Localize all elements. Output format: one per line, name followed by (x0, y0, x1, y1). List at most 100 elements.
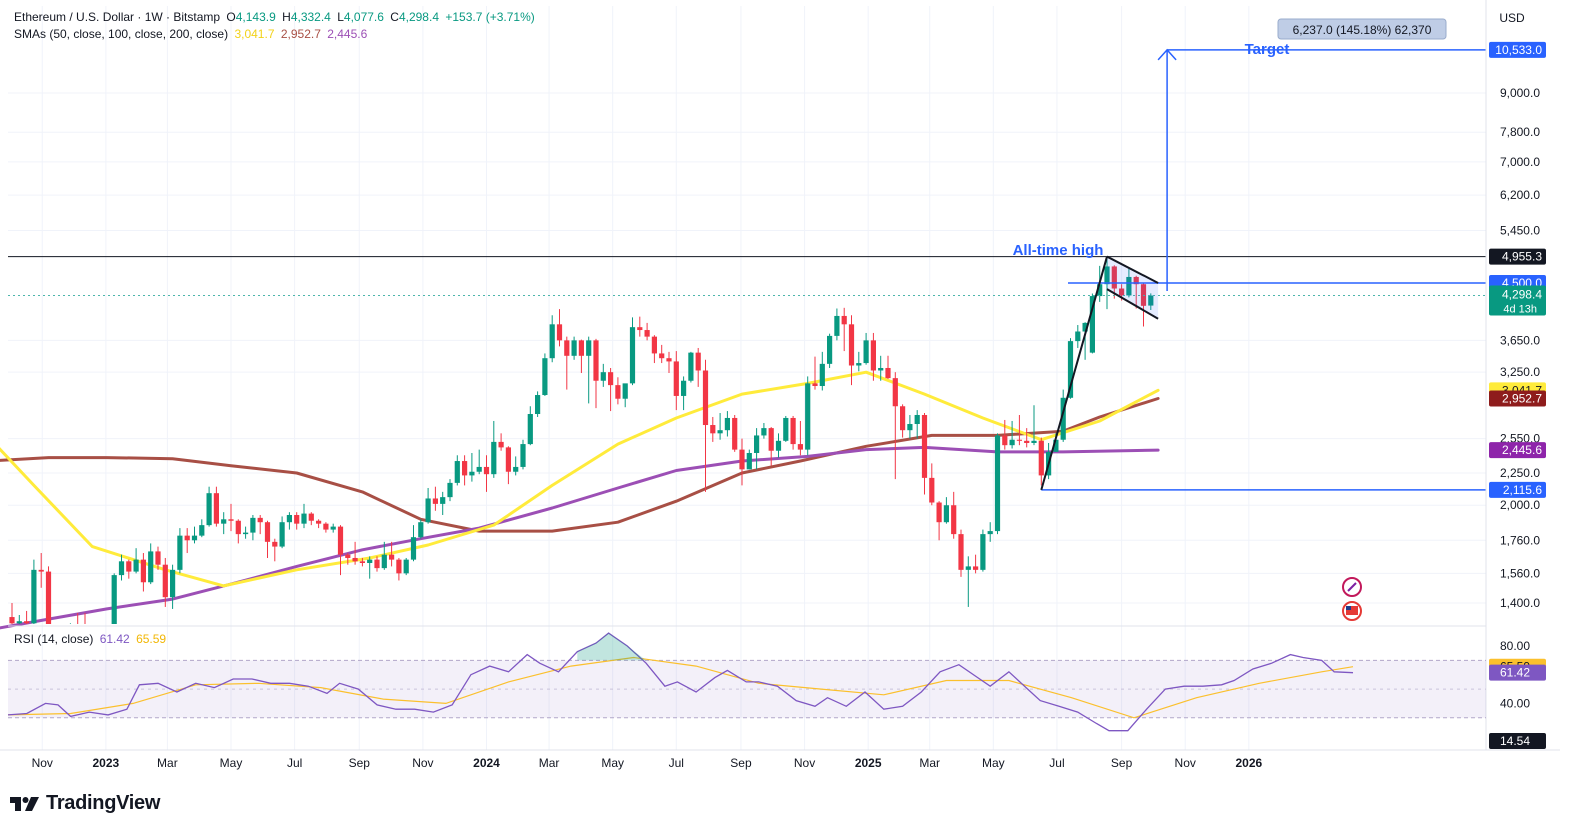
candle[interactable] (330, 523, 336, 533)
candle[interactable] (337, 525, 344, 576)
rsi-legend[interactable]: RSI (14, close) 61.42 65.59 (14, 632, 169, 646)
candle[interactable] (228, 503, 234, 532)
candle[interactable] (629, 317, 636, 386)
candle[interactable] (637, 316, 643, 337)
candle[interactable] (564, 336, 570, 390)
candle[interactable] (812, 356, 818, 390)
candle[interactable] (308, 512, 314, 526)
candle[interactable] (126, 559, 132, 579)
candle[interactable] (586, 336, 592, 404)
candle[interactable] (483, 455, 490, 492)
candle[interactable] (615, 377, 621, 405)
candle[interactable] (1009, 420, 1015, 449)
candle[interactable] (827, 333, 833, 368)
candle[interactable] (469, 452, 475, 482)
candle[interactable] (805, 376, 811, 456)
candle[interactable] (191, 526, 198, 544)
candle[interactable] (754, 428, 760, 470)
candle[interactable] (929, 463, 935, 506)
candle[interactable] (155, 546, 161, 570)
candle[interactable] (608, 367, 614, 412)
candle[interactable] (542, 353, 548, 396)
candle[interactable] (556, 309, 563, 347)
candle[interactable] (943, 497, 949, 524)
candle[interactable] (286, 512, 292, 530)
candle[interactable] (418, 519, 424, 539)
candle[interactable] (410, 525, 417, 562)
candle[interactable] (162, 557, 168, 607)
candle[interactable] (746, 449, 752, 470)
candle[interactable] (834, 308, 840, 341)
candle[interactable] (301, 503, 307, 529)
candle[interactable] (1038, 437, 1044, 486)
sparkle-icon[interactable] (1342, 577, 1362, 597)
candle[interactable] (973, 554, 979, 574)
candle[interactable] (666, 351, 672, 374)
flag-us-icon[interactable] (1342, 601, 1362, 621)
symbol-title[interactable]: Ethereum / U.S. Dollar · 1W · Bitstamp (14, 10, 221, 24)
candle[interactable] (1082, 322, 1088, 360)
candle[interactable] (491, 420, 497, 478)
candle[interactable] (505, 446, 511, 485)
candle[interactable] (1031, 405, 1037, 446)
candle[interactable] (681, 376, 687, 411)
candle[interactable] (717, 413, 723, 440)
candle[interactable] (870, 332, 876, 381)
candle[interactable] (1024, 428, 1030, 448)
candle[interactable] (1089, 293, 1095, 354)
candle[interactable] (848, 315, 855, 386)
candle[interactable] (513, 456, 519, 476)
candle[interactable] (257, 515, 263, 535)
candle[interactable] (907, 414, 913, 439)
candle[interactable] (213, 486, 219, 527)
candle[interactable] (724, 411, 730, 437)
candle[interactable] (892, 372, 898, 480)
candle[interactable] (790, 415, 796, 450)
candle[interactable] (235, 519, 241, 544)
candle[interactable] (170, 564, 176, 609)
candle[interactable] (863, 332, 869, 365)
rsi-legend-label[interactable]: RSI (14, close) (14, 632, 94, 646)
candle[interactable] (9, 603, 15, 624)
candle[interactable] (1148, 293, 1154, 310)
candle[interactable] (1133, 275, 1139, 309)
candle[interactable] (425, 487, 431, 524)
candle[interactable] (440, 491, 446, 516)
candle[interactable] (768, 427, 774, 466)
candle[interactable] (710, 416, 716, 442)
candle[interactable] (527, 406, 533, 446)
candle[interactable] (403, 557, 409, 576)
candle[interactable] (936, 501, 942, 541)
candle[interactable] (951, 491, 957, 539)
candle[interactable] (243, 526, 249, 539)
candle[interactable] (797, 420, 803, 456)
candle[interactable] (16, 615, 22, 624)
candle[interactable] (644, 322, 650, 341)
candle[interactable] (264, 520, 271, 558)
candle[interactable] (250, 515, 256, 541)
candle[interactable] (651, 335, 657, 364)
candle[interactable] (279, 516, 285, 549)
candle[interactable] (994, 433, 1001, 535)
candle[interactable] (133, 548, 139, 574)
candle[interactable] (447, 479, 453, 502)
candle[interactable] (1075, 325, 1081, 348)
candle[interactable] (702, 359, 709, 492)
candle[interactable] (498, 433, 504, 451)
candle[interactable] (272, 538, 278, 562)
candle[interactable] (965, 556, 971, 607)
candle[interactable] (921, 413, 928, 495)
candle[interactable] (732, 414, 738, 452)
candle[interactable] (878, 355, 884, 381)
candle[interactable] (221, 512, 227, 535)
candle[interactable] (396, 557, 402, 581)
candle[interactable] (885, 355, 891, 380)
candle[interactable] (148, 543, 154, 585)
candle[interactable] (140, 553, 146, 592)
sma-legend[interactable]: SMAs (50, close, 100, close, 200, close)… (14, 27, 370, 41)
candle[interactable] (673, 351, 679, 411)
candle[interactable] (578, 339, 584, 374)
candle[interactable] (775, 433, 782, 458)
candle[interactable] (316, 519, 322, 529)
